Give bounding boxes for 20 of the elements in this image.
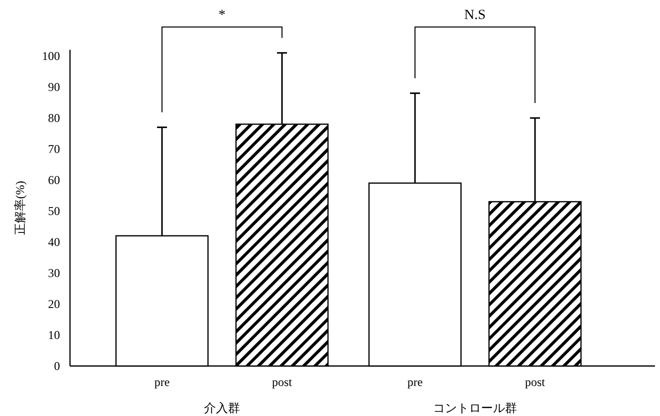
- y-tick-label: 50: [48, 204, 60, 218]
- series-label: post: [272, 375, 293, 389]
- y-tick-label: 70: [48, 142, 60, 156]
- text: pre: [407, 375, 423, 389]
- y-tick-label: 100: [42, 49, 60, 63]
- text: *: [218, 8, 226, 23]
- y-tick-label: 40: [48, 235, 60, 249]
- y-tick-label: 60: [48, 173, 60, 187]
- y-tick-label: 90: [48, 80, 60, 94]
- text: N.S: [464, 8, 486, 23]
- x-tick-label: コントロール群: [433, 401, 517, 415]
- y-axis-title: 正解率(%): [13, 180, 27, 235]
- x-tick-label: 介入群: [204, 401, 240, 415]
- y-tick-label: 10: [48, 328, 60, 342]
- text: post: [524, 375, 546, 389]
- series-label: pre: [154, 375, 170, 389]
- y-tick-label: 0: [54, 359, 60, 373]
- y-tick-label: 30: [48, 266, 60, 280]
- y-tick-label: 20: [48, 297, 60, 311]
- y-tick-label: 80: [48, 111, 60, 125]
